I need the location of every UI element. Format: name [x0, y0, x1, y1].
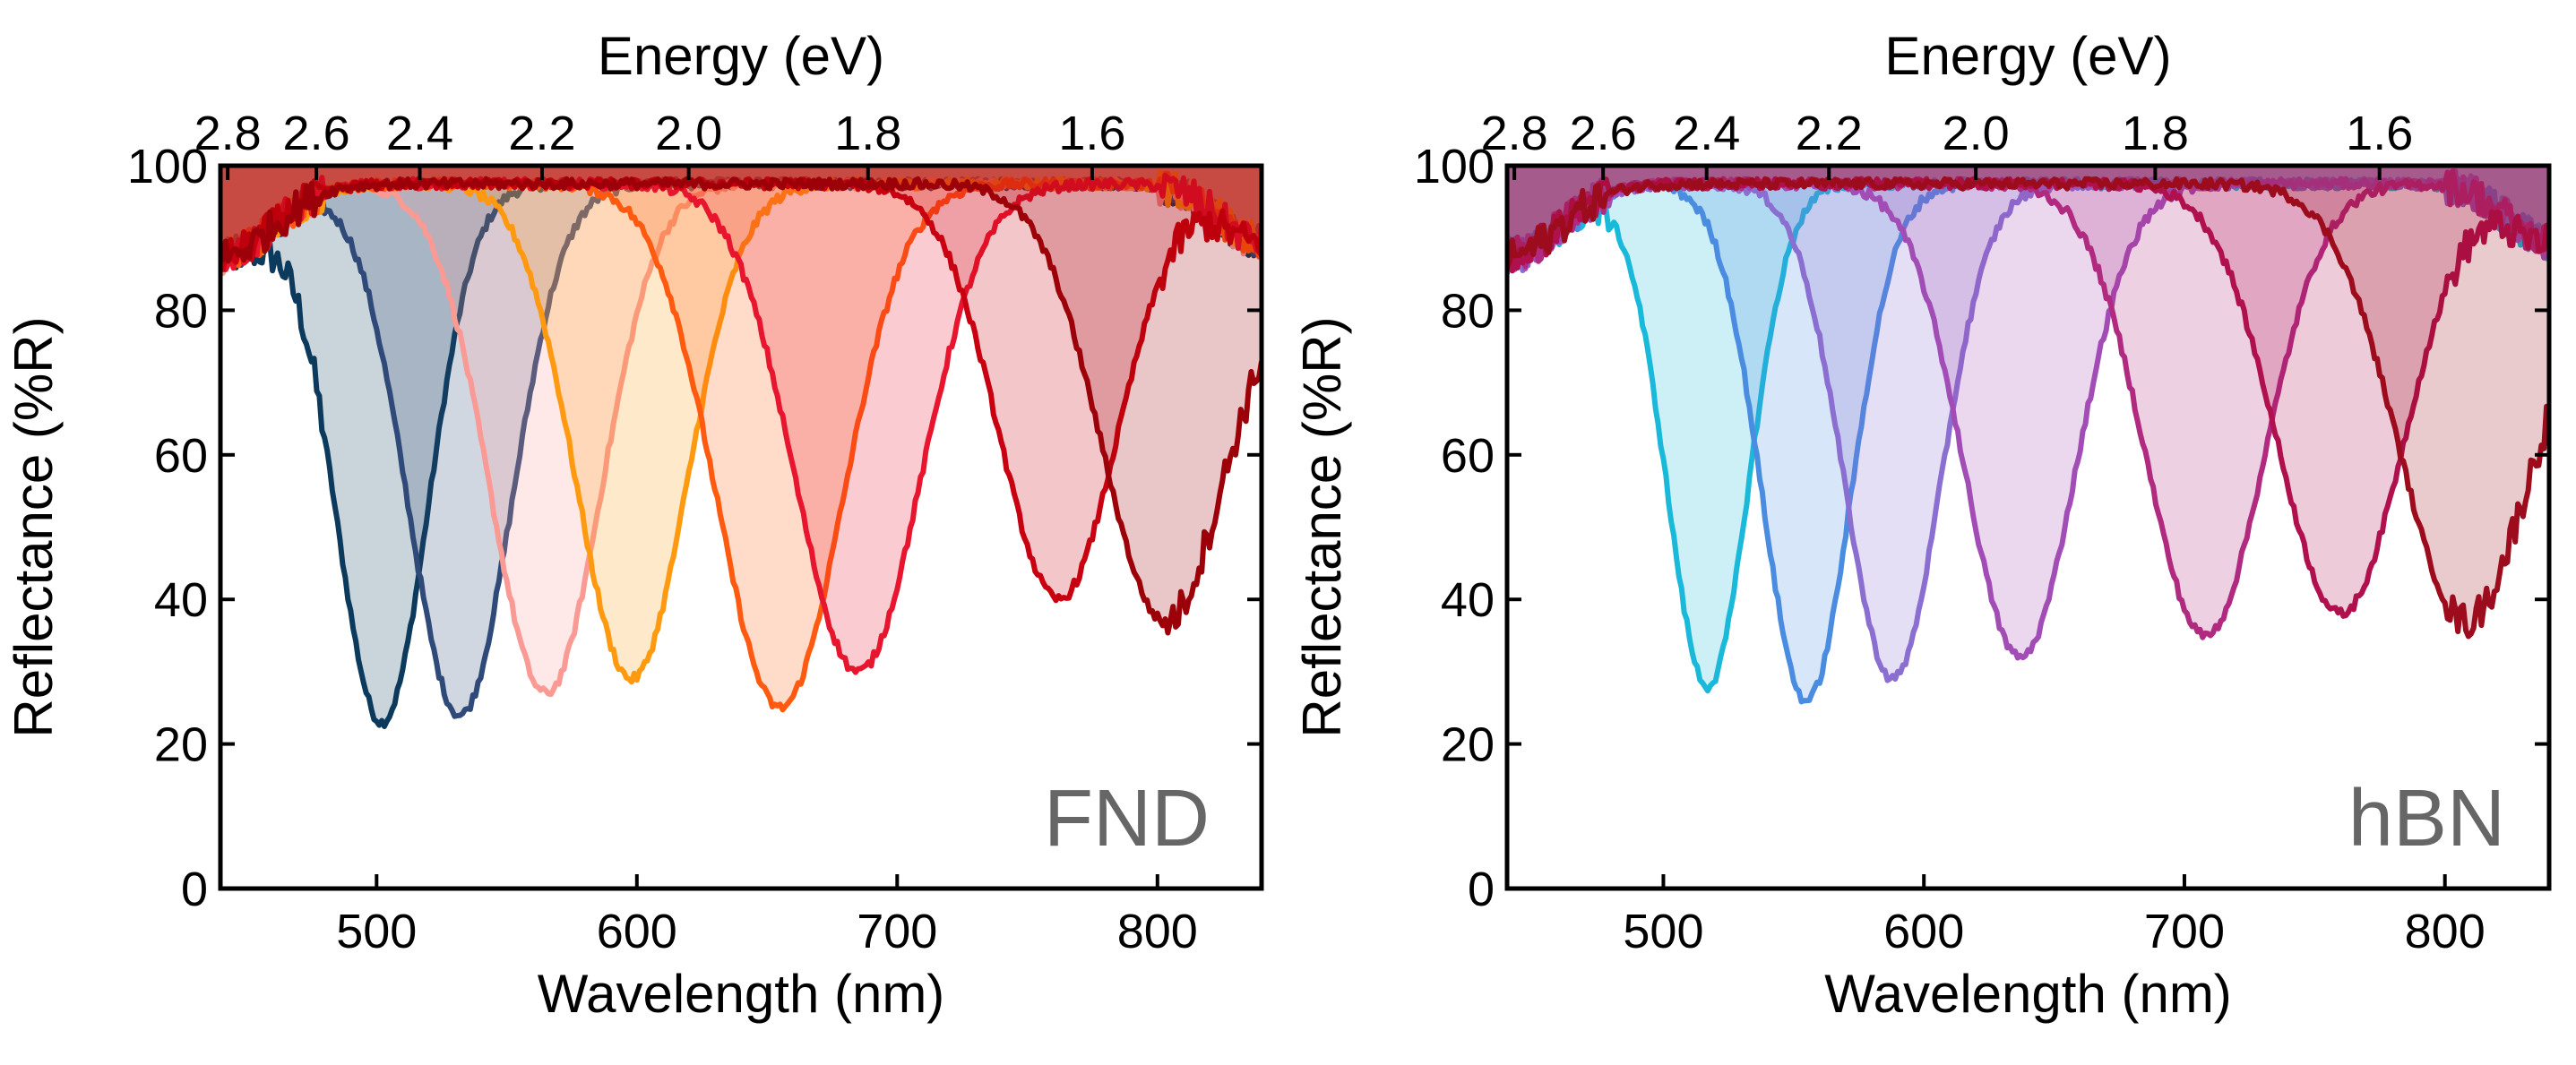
y-tick-label: 60	[154, 429, 208, 483]
top-tick-label: 1.6	[1058, 107, 1125, 160]
series-fill-dip-655nm	[220, 166, 1262, 710]
x-tick-label: 700	[2144, 905, 2225, 958]
x-tick-label: 600	[597, 905, 677, 958]
y-tick-label: 0	[1468, 863, 1495, 916]
top-axis-label: Energy (eV)	[1884, 26, 2171, 86]
top-tick-label: 2.8	[1481, 107, 1548, 160]
series-fill-dip-762nm	[220, 166, 1262, 601]
x-axis-label: Wavelength (nm)	[538, 964, 945, 1024]
plot-area	[220, 166, 1262, 729]
y-tick-label: 20	[154, 718, 208, 772]
top-tick-label: 2.6	[283, 107, 350, 160]
top-tick-label: 2.6	[1570, 107, 1637, 160]
x-tick-label: 600	[1883, 905, 1964, 958]
y-tick-label: 100	[1414, 140, 1495, 193]
y-tick-label: 80	[1441, 284, 1495, 338]
series-line-dip-808nm	[1507, 176, 2549, 640]
x-tick-label: 800	[2405, 905, 2486, 958]
plot-area	[1507, 166, 2549, 705]
x-tick-label: 800	[1117, 905, 1198, 958]
y-tick-label: 20	[1441, 718, 1495, 772]
series-fill-dip-532nm	[220, 166, 1262, 717]
top-tick-label: 2.0	[655, 107, 722, 160]
plot-frame	[1504, 163, 2552, 891]
series-fill-dip-637nm	[1507, 166, 2549, 658]
top-tick-label: 1.8	[2122, 107, 2189, 160]
series-fill-dip-502nm	[220, 166, 1262, 726]
panel-fnd: 0 20 40 60 80 100 500 600 700 800 2.8 2.6 2.4 2.2 2.0 1…	[4, 26, 1264, 1024]
y-tick-label: 0	[181, 863, 208, 916]
y-tick-label: 60	[1441, 429, 1495, 483]
top-tick-label: 2.4	[1673, 107, 1740, 160]
top-axis-label: Energy (eV)	[598, 26, 884, 86]
y-tick-label: 40	[154, 573, 208, 627]
x-tick-label: 500	[336, 905, 417, 958]
top-tick-label: 1.8	[834, 107, 901, 160]
y-axis-label: Reflectance (%R)	[1292, 316, 1352, 737]
y-axis-label: Reflectance (%R)	[4, 316, 64, 737]
series-fill-dip-555nm	[1507, 166, 2549, 702]
series-line-dip-803nm	[220, 176, 1262, 636]
series-fill-dip-760nm	[1507, 166, 2549, 616]
series-fill-dip-808nm	[1507, 166, 2549, 637]
series-fill-dip-517nm	[1507, 166, 2549, 691]
panel-label: FND	[1044, 774, 1210, 863]
top-tick-label: 2.8	[194, 107, 262, 160]
x-tick-label: 700	[857, 905, 937, 958]
series-fill-dip-803nm	[220, 166, 1262, 633]
panel-label: hBN	[2348, 774, 2505, 863]
top-tick-label: 2.2	[508, 107, 575, 160]
top-tick-label: 2.4	[386, 107, 453, 160]
top-tick-label: 2.2	[1796, 107, 1863, 160]
top-tick-label: 2.0	[1943, 107, 2010, 160]
y-tick-label: 80	[154, 284, 208, 338]
x-tick-label: 500	[1623, 905, 1703, 958]
series-fill-dip-565nm	[220, 166, 1262, 695]
y-tick-label: 40	[1441, 573, 1495, 627]
panel-hbn: 0 20 40 60 80 100 500 600 700 800 2.8 2.6 2.4 2.2 2.0 1…	[1292, 26, 2552, 1024]
plot-frame	[218, 163, 1264, 891]
y-tick-label: 100	[127, 140, 208, 193]
x-axis-label: Wavelength (nm)	[1824, 964, 2232, 1024]
top-tick-label: 1.6	[2346, 107, 2413, 160]
series-fill-dip-708nm	[1507, 166, 2549, 638]
